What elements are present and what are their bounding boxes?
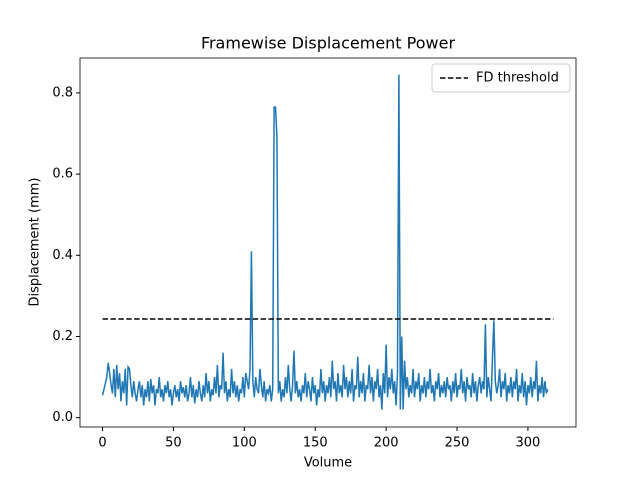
x-axis-label: Volume [304, 456, 352, 471]
x-tick-label: 300 [516, 436, 541, 451]
y-tick-label: 0.4 [52, 248, 73, 263]
chart-title: Framewise Displacement Power [201, 34, 456, 53]
y-tick-label: 0.0 [52, 410, 73, 425]
y-tick-label: 0.6 [52, 167, 73, 182]
y-axis-label: Displacement (mm) [28, 178, 43, 307]
legend-label: FD threshold [476, 71, 559, 86]
x-tick-label: 200 [374, 436, 399, 451]
x-tick-label: 100 [232, 436, 257, 451]
y-tick-label: 0.2 [52, 329, 73, 344]
x-tick-label: 0 [98, 436, 106, 451]
x-tick-label: 250 [445, 436, 470, 451]
plot-frame [79, 57, 577, 428]
legend-box [431, 63, 571, 93]
y-tick-label: 0.8 [52, 85, 73, 100]
x-tick-label: 50 [165, 436, 182, 451]
data-line [101, 74, 549, 410]
x-tick-label: 150 [303, 436, 328, 451]
